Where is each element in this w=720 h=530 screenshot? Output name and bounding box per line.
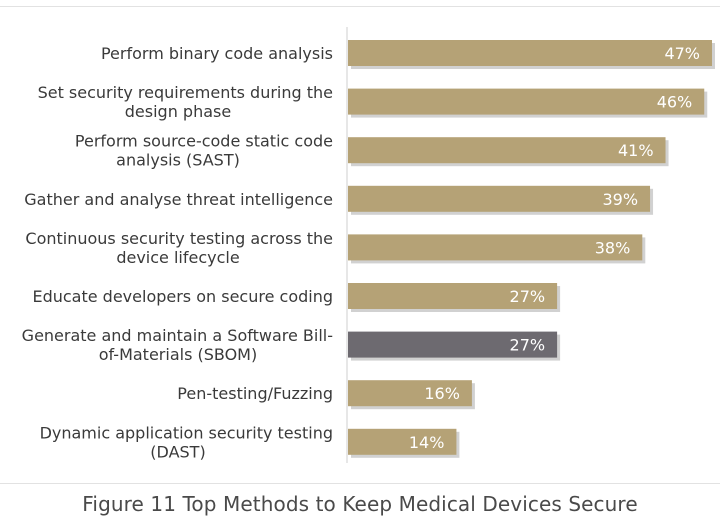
bar-chart: 47% Perform binary code analysis 46% Set se…: [22, 27, 715, 463]
bar: [348, 185, 651, 212]
bar-value-label: 41%: [618, 141, 654, 160]
bar: [348, 428, 457, 455]
category-label: of-Materials (SBOM): [99, 345, 257, 364]
category-label: Pen-testing/Fuzzing: [177, 384, 333, 403]
category-label: Perform binary code analysis: [101, 44, 333, 63]
category-label: Dynamic application security testing: [40, 423, 333, 442]
bar: [348, 88, 705, 115]
bar-value-label: 16%: [424, 384, 460, 403]
bar-value-label: 38%: [595, 238, 631, 257]
category-label: Generate and maintain a Software Bill-: [22, 326, 333, 345]
chart-frame: 47% Perform binary code analysis 46% Set se…: [0, 6, 720, 484]
bar-value-label: 39%: [602, 190, 638, 209]
bar: [348, 283, 558, 309]
bar-value-label: 27%: [510, 336, 546, 355]
category-label: design phase: [125, 102, 231, 121]
bar: [348, 137, 666, 164]
category-label: Set security requirements during the: [38, 83, 333, 102]
bar: [348, 331, 558, 358]
bar-value-label: 27%: [510, 287, 546, 306]
category-label: (DAST): [150, 442, 205, 461]
category-label: Continuous security testing across the: [25, 229, 333, 248]
category-label: device lifecycle: [116, 248, 239, 267]
category-label: analysis (SAST): [116, 151, 240, 170]
bar: [348, 380, 472, 407]
bar-value-label: 47%: [664, 44, 700, 63]
category-label: Gather and analyse threat intelligence: [24, 190, 333, 209]
figure-caption: Figure 11 Top Methods to Keep Medical De…: [82, 492, 638, 516]
bar-value-label: 46%: [657, 93, 693, 112]
bar-value-label: 14%: [409, 433, 445, 452]
bar: [348, 234, 643, 261]
category-label: Educate developers on secure coding: [32, 287, 333, 306]
bar: [348, 40, 712, 66]
category-label: Perform source-code static code: [75, 132, 333, 151]
